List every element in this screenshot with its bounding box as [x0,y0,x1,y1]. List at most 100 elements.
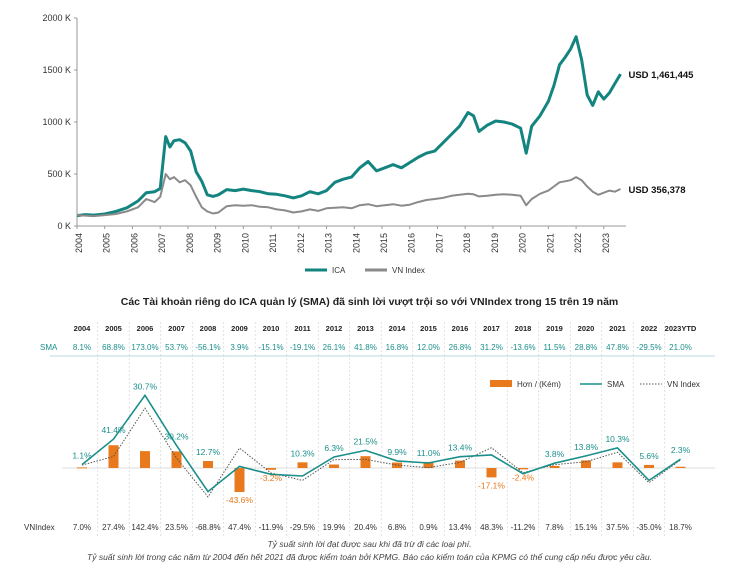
excess-bar [581,460,591,468]
vnindex-return: 7.8% [545,523,563,532]
excess-label: 5.6% [639,451,659,461]
y-tick-label: 1000 K [42,117,71,127]
x-tick-label: 2011 [268,233,278,252]
vnindex-return: 142.4% [131,523,158,532]
vnindex-return: 47.4% [228,523,251,532]
year-header: 2016 [452,324,469,333]
x-tick-label: 2008 [185,233,195,253]
excess-return-chart: 2004 8.1% 7.0% 2005 68.8% 27.4% 2006 173.0% 142.… [24,322,715,538]
excess-label: 6.3% [324,443,344,453]
year-header: 2022 [641,324,658,333]
legend-vn-label: VN Index [667,380,700,389]
vnindex-return-line [81,407,681,498]
sma-return-line [81,393,681,493]
year-header: 2004 [74,324,92,333]
excess-label: 21.5% [353,436,378,446]
legend-sma-label: SMA [607,380,625,389]
excess-bar [108,445,119,468]
year-header: 2008 [200,324,217,333]
sma-return: 26.8% [449,343,472,352]
legend-bar-swatch [490,380,512,387]
audit-note: Tỷ suất sinh lời trong các năm từ 2004 đ… [87,552,652,562]
excess-label: 41.4% [101,425,126,435]
vnindex-return: 7.0% [73,523,91,532]
excess-label: 1.1% [72,451,92,461]
excess-labels: 1.1% 41.4% 30.7% 30.2% 12.7% -43.6% -3.2% 10.3%… [72,381,690,505]
x-tick-label: 2006 [129,233,139,253]
sma-return: 21.0% [669,343,692,352]
y-tick-label: 1500 K [42,65,71,75]
sma-return: 31.2% [480,343,503,352]
x-tick-label: 2022 [573,233,583,253]
x-tick-label: 2018 [462,233,472,253]
excess-label: 13.8% [574,442,599,452]
excess-bar [423,461,434,468]
x-tick-label: 2014 [351,233,361,253]
year-header: 2018 [515,324,532,333]
x-tick-label: 2016 [407,233,417,253]
sma-return: 26.1% [323,343,346,352]
vnindex-return: 0.9% [419,523,437,532]
sma-return: 8.1% [73,343,91,352]
excess-label: 30.7% [133,381,158,391]
vnindex-return: 20.4% [354,523,377,532]
year-header: 2021 [609,324,626,333]
x-tick-label: 2007 [157,233,167,253]
year-header: 2012 [326,324,343,333]
year-header: 2011 [294,324,310,333]
top-chart-legend: ICA VN Index [305,266,425,275]
sma-return: 173.0% [131,343,158,352]
vnindex-row-label: VNIndex [24,523,55,532]
excess-bar [644,464,654,468]
excess-bar [140,451,150,468]
vnindex-end-label: USD 356,378 [628,185,685,196]
excess-bar [203,461,213,468]
excess-bar [549,465,560,468]
excess-label: 11.0% [417,448,441,458]
x-tick-label: 2015 [379,233,389,253]
sma-return: 53.7% [165,343,188,352]
excess-label: 13.4% [448,443,473,453]
x-tick-label: 2023 [601,233,611,253]
year-header: 2020 [578,324,595,333]
sma-return: -13.6% [510,343,535,352]
x-tick-label: 2005 [102,233,112,253]
excess-bar [518,468,528,470]
sma-return: 68.8% [102,343,125,352]
x-tick-label: 2004 [74,233,84,253]
year-header: 2017 [483,324,500,333]
y-tick-label: 0 K [57,221,71,231]
vnindex-return: 18.7% [669,523,692,532]
vnindex-return: 27.4% [102,523,125,532]
excess-bar [360,456,371,468]
excess-label: -43.6% [226,495,253,505]
y-tick-label: 2000 K [42,13,71,23]
sma-return: 28.8% [575,343,598,352]
ica-line [76,35,622,218]
legend-label: VN Index [392,266,425,275]
excess-bar [77,467,87,469]
fee-note: Tỷ suất sinh lời đạt được sau khi đã trừ… [267,539,472,549]
sma-return: 12.0% [417,343,440,352]
legend-bar-label: Hơn / (Kém) [517,380,561,389]
year-header: 2015 [420,324,437,333]
ica-end-label: USD 1,461,445 [628,70,694,81]
return-lines [81,393,681,498]
x-tick-label: 2017 [434,233,444,253]
x-tick-label: 2019 [490,233,500,253]
excess-label: 10.3% [605,434,630,444]
sma-return: 41.8% [354,343,377,352]
sma-return: 47.8% [606,343,629,352]
excess-bar [675,466,686,468]
year-header: 2023YTD [665,324,697,333]
vnindex-return: 15.1% [575,523,598,532]
vnindex-return: 19.9% [323,523,346,532]
vnindex-return: -11.9% [259,523,284,532]
excess-label: -2.4% [512,472,535,482]
excess-label: 12.7% [196,447,221,457]
year-header: 2014 [389,324,407,333]
top-chart-series [76,35,622,218]
vnindex-return: -35.0% [636,523,661,532]
sma-return: 3.9% [230,343,248,352]
top-chart-axes: 0 K 500 K 1000 K 1500 K 2000 K 2004 2005 2006 20… [42,13,626,253]
